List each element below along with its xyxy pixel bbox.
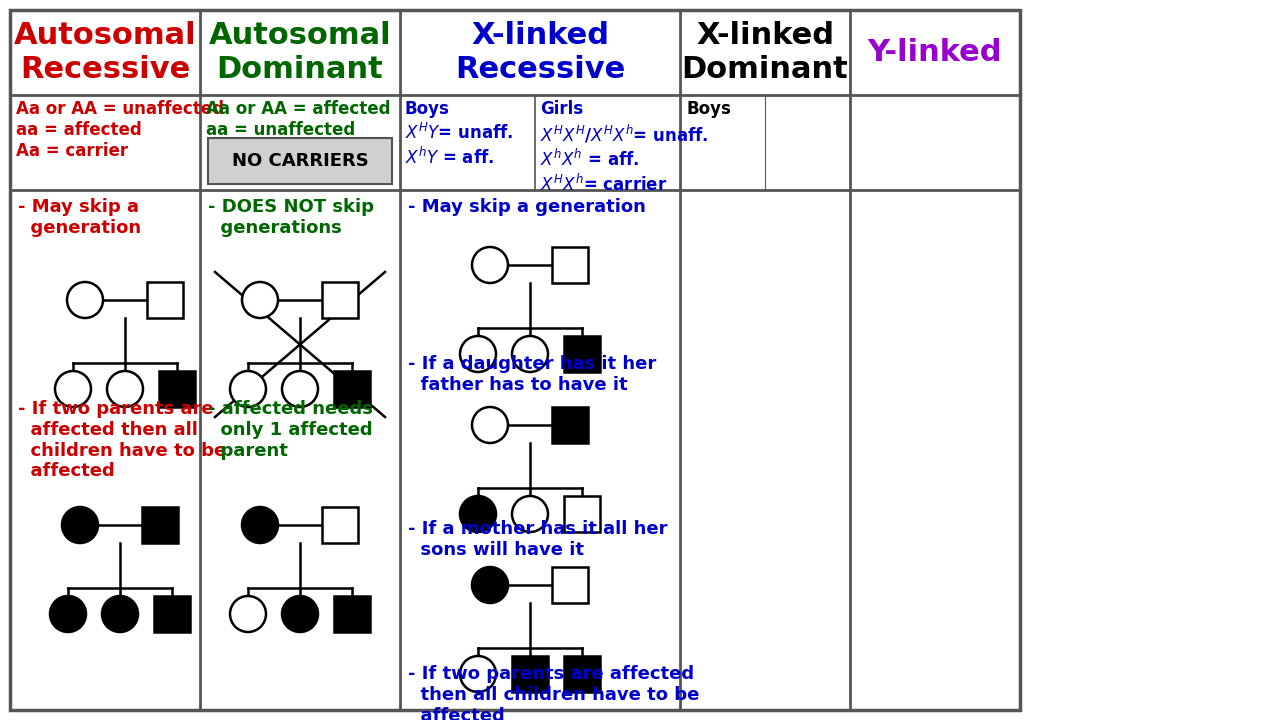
Circle shape xyxy=(460,656,497,692)
Bar xyxy=(154,596,189,632)
Bar xyxy=(552,407,588,443)
Text: Y-linked: Y-linked xyxy=(868,38,1002,67)
Text: $X^HX^H$/$X^HX^h$= unaff.
$X^hX^h$ = aff.
$X^HX^h$= carrier: $X^HX^H$/$X^HX^h$= unaff. $X^hX^h$ = aff… xyxy=(540,123,709,194)
Circle shape xyxy=(460,496,497,532)
Bar xyxy=(323,507,358,543)
Text: Aa or AA = unaffected
aa = affected
Aa = carrier: Aa or AA = unaffected aa = affected Aa =… xyxy=(15,100,224,160)
Bar xyxy=(159,371,195,407)
Text: - If a daughter has it her
  father has to have it: - If a daughter has it her father has to… xyxy=(408,355,657,394)
Text: Autosomal
Recessive: Autosomal Recessive xyxy=(14,21,196,84)
Text: - If two parents are affected
  then all children have to be
  affected: - If two parents are affected then all c… xyxy=(408,665,699,720)
Bar xyxy=(552,247,588,283)
Bar xyxy=(564,496,600,532)
Circle shape xyxy=(472,407,508,443)
Circle shape xyxy=(242,282,278,318)
Circle shape xyxy=(242,507,278,543)
Bar xyxy=(564,656,600,692)
Bar xyxy=(147,282,183,318)
Text: - affected needs
  only 1 affected
  parent: - affected needs only 1 affected parent xyxy=(207,400,372,459)
Bar xyxy=(10,10,1020,710)
Circle shape xyxy=(67,282,102,318)
Bar xyxy=(142,507,178,543)
Bar xyxy=(323,282,358,318)
Text: - DOES NOT skip
  generations: - DOES NOT skip generations xyxy=(207,198,374,237)
Text: Girls: Girls xyxy=(540,100,584,118)
Text: - May skip a
  generation: - May skip a generation xyxy=(18,198,141,237)
Circle shape xyxy=(230,596,266,632)
Bar xyxy=(552,567,588,603)
Bar xyxy=(564,336,600,372)
Circle shape xyxy=(282,371,317,407)
Text: X-linked
Dominant: X-linked Dominant xyxy=(682,21,849,84)
Bar xyxy=(334,371,370,407)
Text: X-linked
Recessive: X-linked Recessive xyxy=(454,21,625,84)
Circle shape xyxy=(472,567,508,603)
Circle shape xyxy=(230,371,266,407)
Text: - If a mother has it all her
  sons will have it: - If a mother has it all her sons will h… xyxy=(408,520,667,559)
Circle shape xyxy=(512,336,548,372)
Text: Boys: Boys xyxy=(404,100,449,118)
Text: Autosomal
Dominant: Autosomal Dominant xyxy=(209,21,392,84)
Circle shape xyxy=(472,247,508,283)
Text: Boys: Boys xyxy=(686,100,731,118)
Circle shape xyxy=(282,596,317,632)
Text: NO CARRIERS: NO CARRIERS xyxy=(232,152,369,170)
Circle shape xyxy=(50,596,86,632)
Circle shape xyxy=(102,596,138,632)
Circle shape xyxy=(55,371,91,407)
Text: Aa or AA = affected
aa = unaffected: Aa or AA = affected aa = unaffected xyxy=(206,100,390,139)
Bar xyxy=(334,596,370,632)
Bar xyxy=(207,138,392,184)
Circle shape xyxy=(61,507,99,543)
Circle shape xyxy=(512,496,548,532)
Text: - May skip a generation: - May skip a generation xyxy=(408,198,646,216)
Text: - If two parents are
  affected then all
  children have to be
  affected: - If two parents are affected then all c… xyxy=(18,400,227,480)
Circle shape xyxy=(108,371,143,407)
Circle shape xyxy=(460,336,497,372)
Text: $X^HY$= unaff.
$X^hY$ = aff.: $X^HY$= unaff. $X^hY$ = aff. xyxy=(404,123,513,168)
Bar xyxy=(512,656,548,692)
